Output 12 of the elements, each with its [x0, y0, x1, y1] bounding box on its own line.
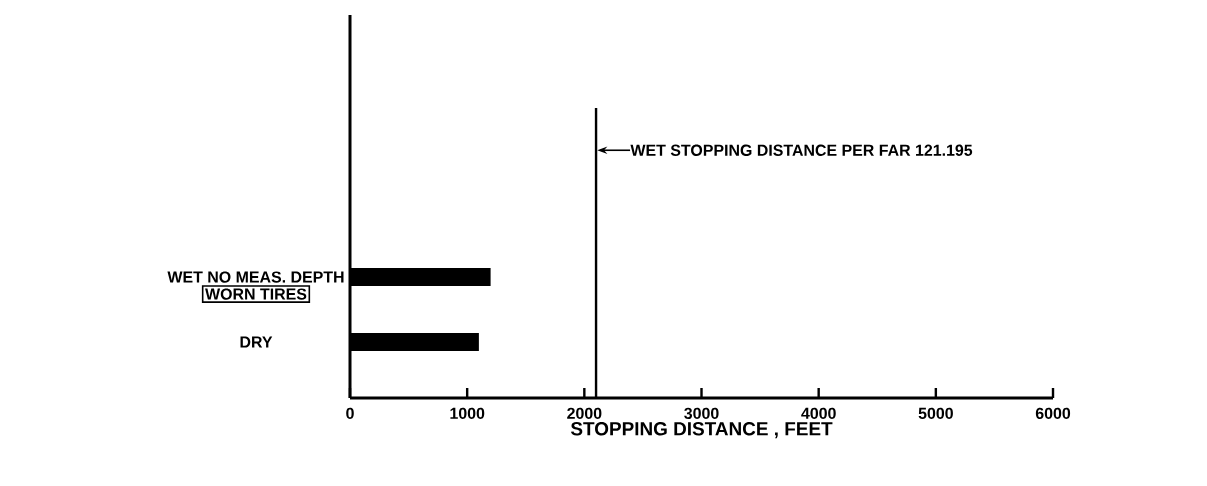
x-tick-label: 2000	[567, 407, 602, 419]
x-tick-label: 0	[346, 407, 354, 419]
x-tick-label: 3000	[684, 407, 719, 420]
y-tick-label: DRY	[240, 336, 273, 348]
text: WORN TIRES	[205, 288, 307, 300]
x-tick-label: 5000	[918, 407, 953, 419]
x-tick-label: 6000	[1035, 407, 1071, 419]
x-tick-label: 1000	[450, 407, 485, 419]
y-tick-label: WET NO MEAS. DEPTH	[167, 271, 344, 283]
ref-line-label: WET STOPPING DISTANCE PER FAR 121.195	[630, 144, 973, 156]
x-tick-label: 4000	[801, 407, 836, 419]
x-axis-title: STOPPING DISTANCE , FEET	[570, 422, 833, 439]
